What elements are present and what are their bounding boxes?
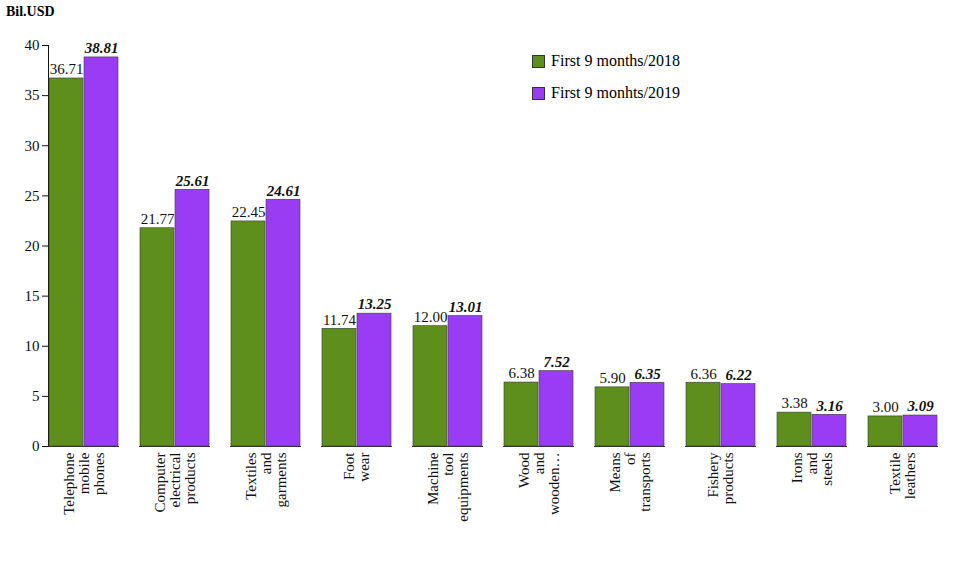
svg-text:13.01: 13.01 (449, 299, 483, 315)
html-text:First 9 monhts/2019: First 9 monhts/2019 (551, 84, 680, 101)
html-text:First 9 months/2018: First 9 months/2018 (551, 52, 680, 69)
svg-text:6.22: 6.22 (725, 367, 752, 383)
svg-text:15: 15 (25, 288, 40, 304)
svg-text:24.61: 24.61 (266, 183, 301, 199)
svg-text:13.25: 13.25 (358, 296, 392, 312)
svg-text:5: 5 (32, 388, 40, 404)
svg-text:7.52: 7.52 (543, 354, 570, 370)
svg-text:40: 40 (25, 37, 40, 53)
svg-text:38.81: 38.81 (84, 40, 119, 56)
svg-text:Computerelectricalproducts: Computerelectricalproducts (152, 452, 198, 512)
svg-text:25: 25 (25, 188, 40, 204)
svg-text:21.77: 21.77 (141, 211, 175, 227)
svg-text:Textilesandgarments: Textilesandgarments (243, 452, 289, 507)
svg-text:3.16: 3.16 (815, 398, 843, 414)
svg-text:Fisheryproducts: Fisheryproducts (705, 452, 736, 504)
svg-text:Machinetoolequipments: Machinetoolequipments (425, 452, 471, 521)
svg-text:3.09: 3.09 (906, 398, 934, 414)
svg-text:11.74: 11.74 (323, 312, 357, 328)
svg-text:Ironsandsteels: Ironsandsteels (789, 452, 835, 486)
svg-text:6.36: 6.36 (690, 366, 717, 382)
svg-text:10: 10 (25, 338, 40, 354)
svg-text:22.45: 22.45 (232, 204, 266, 220)
svg-text:Woodandwooden…: Woodandwooden… (516, 452, 562, 515)
svg-text:Footwear: Footwear (341, 452, 372, 482)
svg-text:35: 35 (25, 87, 40, 103)
svg-text:25.61: 25.61 (175, 173, 210, 189)
svg-text:Meansoftransports: Meansoftransports (607, 452, 653, 511)
svg-text:6.35: 6.35 (634, 366, 661, 382)
svg-text:12.00: 12.00 (414, 309, 448, 325)
svg-text:3.00: 3.00 (872, 399, 898, 415)
svg-text:30: 30 (25, 138, 40, 154)
svg-text:6.38: 6.38 (508, 365, 534, 381)
svg-text:Textileleathers: Textileleathers (887, 452, 918, 499)
svg-text:5.90: 5.90 (599, 370, 625, 386)
svg-text:36.71: 36.71 (50, 61, 84, 77)
svg-text:Telephonemobilephones: Telephonemobilephones (61, 452, 107, 515)
svg-text:20: 20 (25, 238, 40, 254)
svg-text:3.38: 3.38 (781, 395, 807, 411)
svg-text:0: 0 (32, 438, 40, 454)
html-text:Bil.USD: Bil.USD (6, 4, 55, 19)
